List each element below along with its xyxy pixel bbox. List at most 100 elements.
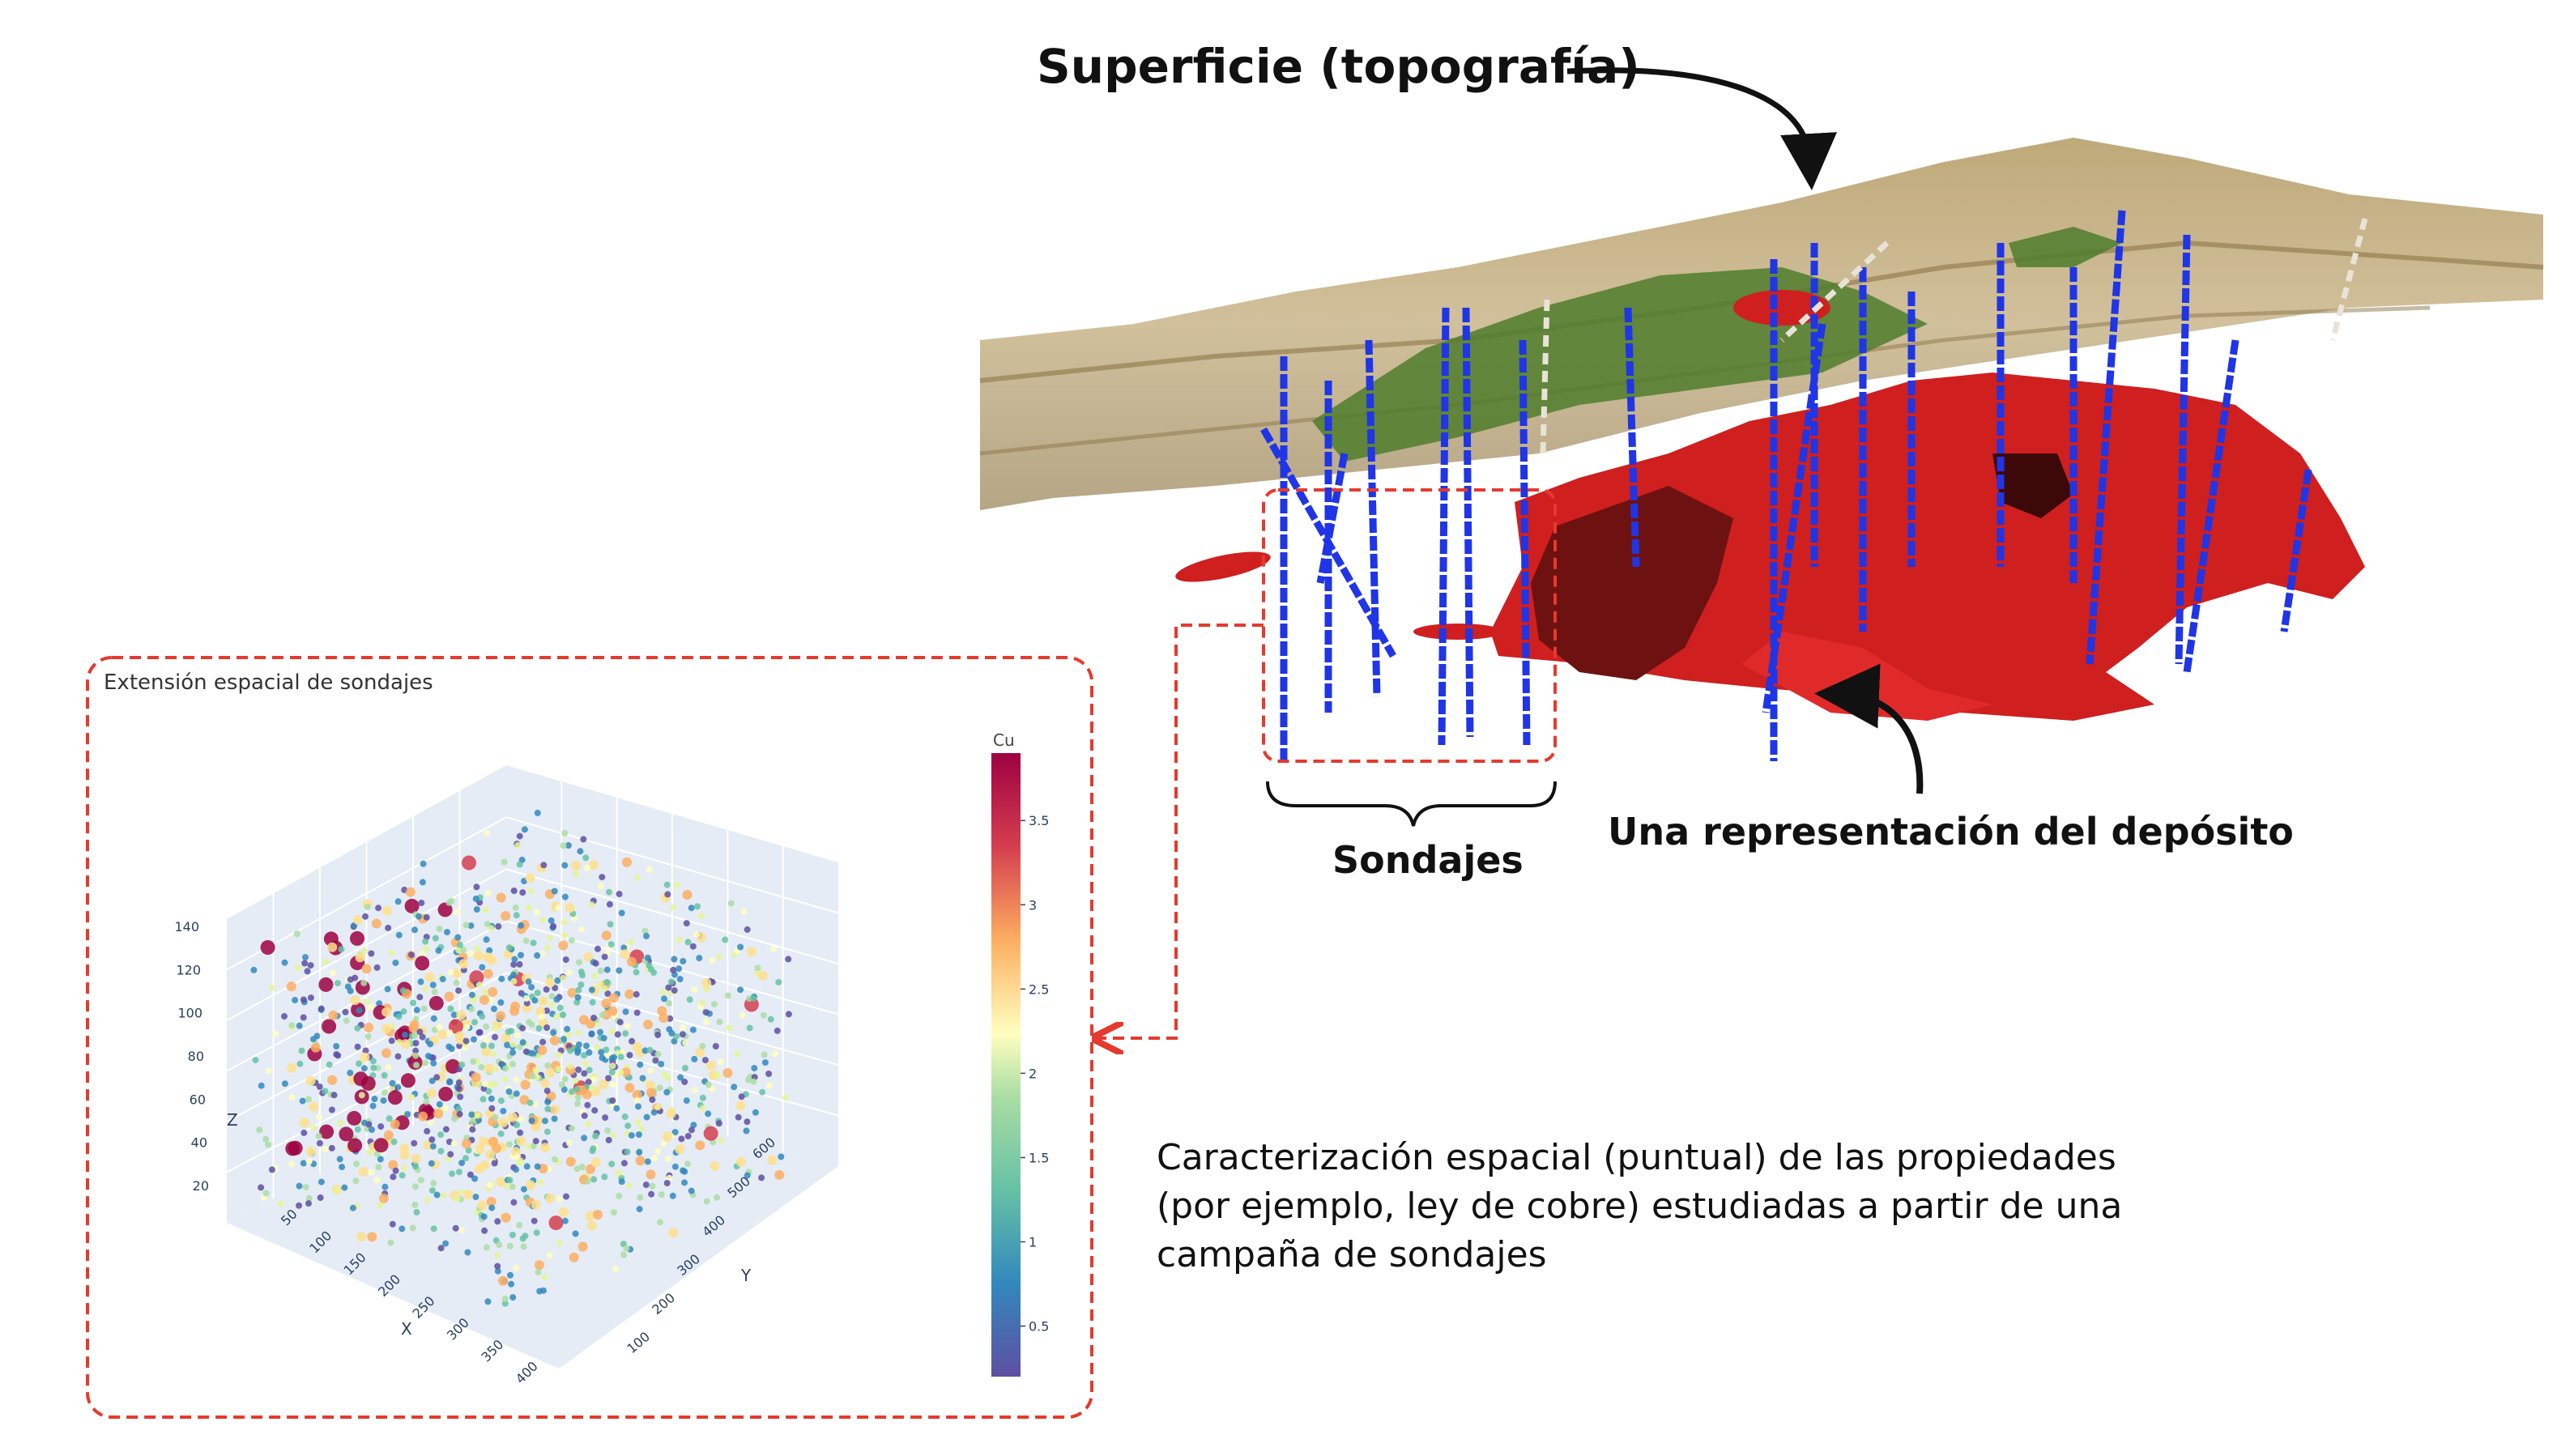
scatter-point xyxy=(608,1069,616,1076)
scatter-point xyxy=(591,1107,599,1114)
scatter-point xyxy=(458,959,469,969)
scatter-point xyxy=(481,1046,492,1057)
scatter-point xyxy=(552,1156,558,1163)
scatter-point xyxy=(404,1111,411,1118)
scatter-point xyxy=(296,1022,303,1029)
scatter-point xyxy=(601,1173,608,1181)
colorbar-tick-label: 0.5 xyxy=(1029,1319,1049,1335)
geological-model-3d xyxy=(979,138,2544,761)
scatter-point xyxy=(317,1178,325,1186)
scatter-point xyxy=(458,1160,466,1167)
scatter-point xyxy=(376,1000,383,1007)
scatter-point xyxy=(395,931,403,939)
scatter-point xyxy=(281,1080,288,1088)
scatter-point xyxy=(506,1242,514,1250)
scatter-point xyxy=(658,1191,665,1198)
scatter-point xyxy=(286,981,296,992)
scatter-point xyxy=(518,922,525,929)
scatter-point xyxy=(420,1005,428,1012)
scatter-point xyxy=(474,1112,481,1119)
scatter-point xyxy=(424,1127,431,1135)
scatter-point xyxy=(427,1119,434,1126)
scatter-point xyxy=(471,1036,477,1043)
scatter-point xyxy=(481,988,488,995)
deposit-body xyxy=(1490,373,2365,721)
scatter-point xyxy=(641,1047,649,1054)
scatter-point xyxy=(505,1141,513,1148)
scatter-point xyxy=(574,1046,582,1054)
scatter-point xyxy=(654,1104,662,1111)
scatter-point xyxy=(285,1141,300,1156)
scatter-point xyxy=(436,926,443,933)
scatter-point xyxy=(494,1218,501,1225)
scatter-point xyxy=(648,1190,655,1198)
scatter-point xyxy=(667,978,675,986)
scatter-point xyxy=(507,1271,514,1279)
scatter-point xyxy=(510,977,518,985)
scatter-point xyxy=(775,978,782,986)
scatter-title: Extensión espacial de sondajes xyxy=(104,671,433,695)
scatter-point xyxy=(389,1079,396,1087)
scatter-point xyxy=(544,1105,552,1113)
scatter-point xyxy=(281,1013,288,1020)
scatter-point xyxy=(785,956,792,963)
scatter-point xyxy=(456,1110,463,1118)
scatter-point xyxy=(411,1032,418,1039)
scatter-point xyxy=(597,1028,603,1036)
scatter-point xyxy=(649,1182,656,1190)
scatter-point xyxy=(388,949,395,956)
scatter-point xyxy=(543,1024,551,1031)
scatter-point xyxy=(371,918,381,929)
scatter-point xyxy=(586,1164,595,1174)
scatter-point xyxy=(643,1020,654,1030)
scatter-point xyxy=(735,1101,746,1111)
scatter-point xyxy=(481,1080,488,1088)
scatter-point xyxy=(353,915,363,926)
scatter-point xyxy=(392,1167,399,1174)
scatter-point xyxy=(684,1133,692,1139)
scatter-point xyxy=(689,1026,697,1033)
scatter-point xyxy=(718,1058,725,1066)
scatter-point xyxy=(530,939,537,947)
scatter-point xyxy=(516,861,523,868)
scatter-point xyxy=(633,1096,641,1104)
scatter-point xyxy=(517,1129,524,1136)
scatter-point xyxy=(646,1080,656,1091)
scatter-point xyxy=(347,1110,362,1126)
scatter-point xyxy=(310,1042,321,1053)
scatter-point xyxy=(532,1066,539,1074)
scatter-point xyxy=(400,1164,407,1172)
scatter-point xyxy=(519,1024,526,1032)
scatter-point xyxy=(256,1126,263,1134)
scatter-point xyxy=(252,1057,259,1064)
scatter-point xyxy=(604,1127,612,1135)
scatter-point xyxy=(367,1232,377,1242)
scatter-point xyxy=(296,1182,303,1190)
scatter-point xyxy=(401,1031,408,1038)
scatter-point xyxy=(381,905,392,916)
scatter-point xyxy=(715,1120,722,1127)
scatter-point xyxy=(646,1169,656,1180)
scatter-point xyxy=(326,1061,333,1068)
scatter-point xyxy=(453,909,460,916)
scatter-point xyxy=(664,1074,671,1081)
scatter-point xyxy=(383,1130,394,1140)
scatter-point xyxy=(658,1061,665,1067)
scatter-point xyxy=(534,809,541,816)
scatter-point xyxy=(682,1065,688,1071)
scatter-point xyxy=(546,1091,556,1101)
scatter-point xyxy=(484,921,491,928)
scatter-point xyxy=(307,994,314,1002)
scatter-point xyxy=(399,1150,410,1160)
scatter-point xyxy=(343,1017,350,1024)
scatter-point xyxy=(539,1078,550,1088)
scatter-point xyxy=(418,1111,428,1122)
scatter-point xyxy=(646,1088,656,1098)
scatter-point xyxy=(495,923,502,930)
scatter-point xyxy=(364,1022,374,1032)
scatter-point xyxy=(437,1245,445,1252)
scatter-point xyxy=(496,892,506,903)
scatter-point xyxy=(411,1163,419,1170)
scatter-point xyxy=(304,968,311,975)
drillhole xyxy=(1762,323,1826,713)
